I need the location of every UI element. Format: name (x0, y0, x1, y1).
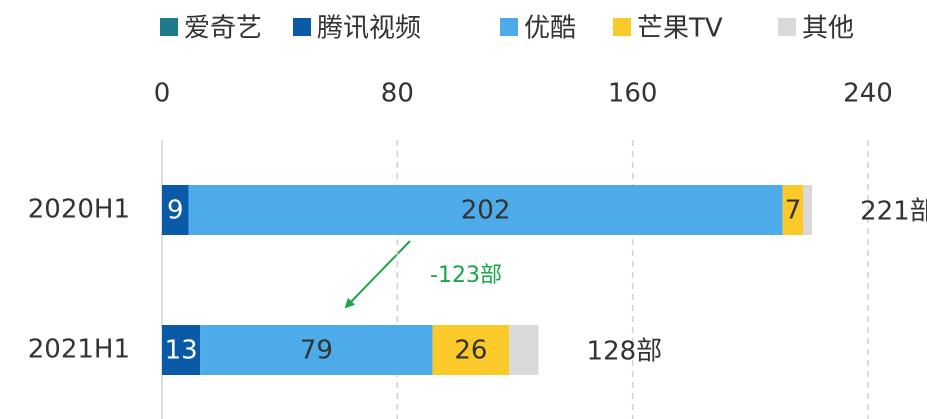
legend-label: 腾讯视频 (317, 14, 421, 44)
x-tick-label: 160 (608, 79, 658, 109)
data-label: 13 (165, 336, 198, 366)
legend-swatch (613, 18, 631, 36)
y-tick-label: 2020H1 (28, 195, 130, 225)
legend-swatch (293, 18, 311, 36)
data-label: 9 (167, 196, 184, 226)
bar-segment (200, 325, 433, 375)
bar-segment (432, 325, 510, 375)
total-label: 128部 (587, 337, 663, 367)
bar-segment (162, 325, 201, 375)
y-tick-label: 2021H1 (28, 335, 130, 365)
x-tick-label: 0 (154, 79, 171, 109)
bar-segment (162, 185, 189, 235)
bar-segment (803, 185, 813, 235)
arrow (344, 240, 411, 309)
data-label: 7 (785, 196, 802, 226)
x-tick-label: 80 (381, 79, 414, 109)
annotation: -123部 (430, 263, 502, 288)
data-label: 202 (461, 196, 511, 226)
total-label: 221部 (860, 197, 927, 227)
legend-swatch (778, 18, 796, 36)
legend-label: 芒果TV (637, 14, 723, 44)
data-label: 79 (300, 336, 333, 366)
legend-label: 爱奇艺 (184, 14, 262, 44)
x-tick-label: 240 (843, 79, 893, 109)
legend-label: 优酷 (524, 14, 576, 44)
bar-segment (782, 185, 804, 235)
legend-swatch (160, 18, 178, 36)
legend-label: 其他 (802, 14, 854, 44)
legend-swatch (500, 18, 518, 36)
bar-segment (188, 185, 783, 235)
data-label: 26 (454, 336, 487, 366)
bar-segment (509, 325, 539, 375)
